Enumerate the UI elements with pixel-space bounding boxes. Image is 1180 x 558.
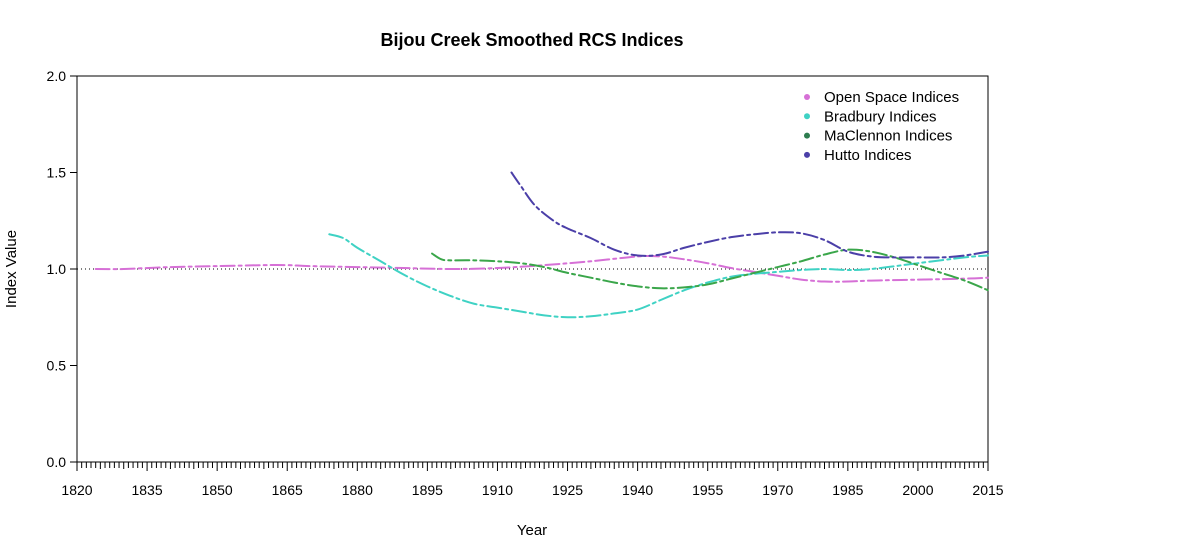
x-tick-label: 1925 <box>552 482 583 498</box>
legend: Open Space Indices Bradbury Indices MaClen… <box>804 89 959 164</box>
x-axis: 1820 1835 1850 1865 1880 1895 1910 1925 1940 1955… <box>61 461 1004 498</box>
y-axis: 0.0 0.5 1.0 1.5 2.0 <box>47 68 78 470</box>
series-layer <box>94 171 989 319</box>
x-tick-label: 1910 <box>482 482 513 498</box>
y-tick-label: 1.0 <box>47 261 67 277</box>
legend-label: Hutto Indices <box>824 147 912 164</box>
y-axis-label: Index Value <box>3 230 20 308</box>
x-tick-label: 2015 <box>972 482 1003 498</box>
y-tick-label: 1.5 <box>47 165 67 181</box>
y-tick-label: 0.0 <box>47 454 67 470</box>
legend-marker <box>804 132 810 139</box>
x-tick-label: 1880 <box>342 482 373 498</box>
y-tick-label: 2.0 <box>47 68 67 84</box>
legend-marker <box>804 94 810 100</box>
x-tick-label: 1985 <box>832 482 863 498</box>
legend-marker <box>804 113 810 120</box>
x-axis-label: Year <box>517 522 547 539</box>
series-line-hutto-indices <box>510 171 989 259</box>
x-tick-label: 1970 <box>762 482 793 498</box>
legend-label: MaClennon Indices <box>824 128 952 145</box>
x-tick-label: 2000 <box>902 482 933 498</box>
legend-marker <box>804 151 810 158</box>
series-line-bradbury-indices <box>328 233 989 319</box>
legend-label: Bradbury Indices <box>824 108 937 125</box>
x-tick-label: 1820 <box>61 482 92 498</box>
series-line-maclennon-indices <box>431 248 989 292</box>
x-tick-label: 1940 <box>622 482 653 498</box>
x-tick-label: 1850 <box>202 482 233 498</box>
x-tick-label: 1895 <box>412 482 443 498</box>
legend-label: Open Space Indices <box>824 89 959 106</box>
chart-title: Bijou Creek Smoothed RCS Indices <box>380 30 683 50</box>
x-tick-label: 1865 <box>272 482 303 498</box>
x-tick-label: 1835 <box>131 482 162 498</box>
y-tick-label: 0.5 <box>47 358 67 374</box>
x-tick-label: 1955 <box>692 482 723 498</box>
